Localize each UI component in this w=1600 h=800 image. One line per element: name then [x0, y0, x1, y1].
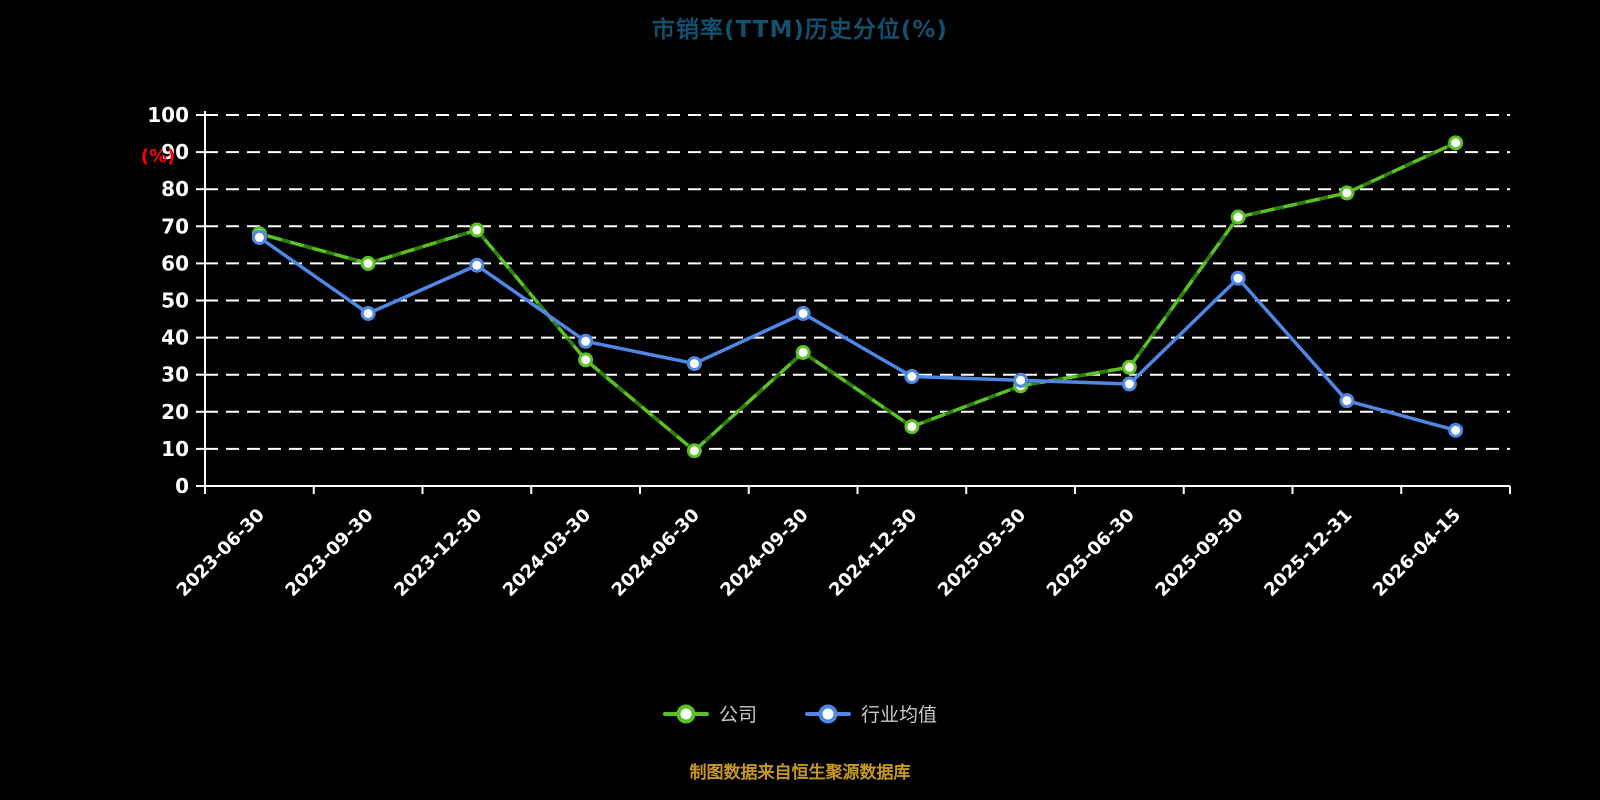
- series-marker: [251, 229, 267, 245]
- y-axis-tick-label: 0: [175, 474, 189, 498]
- series-marker: [686, 443, 702, 459]
- series-line-dash-overlay: [258, 141, 1457, 453]
- series-line: [257, 235, 1458, 433]
- series-marker: [1339, 393, 1355, 409]
- series-marker: [1230, 270, 1246, 286]
- y-axis-tick-label: 60: [161, 251, 189, 275]
- series-marker: [1230, 209, 1246, 225]
- y-axis-unit-label: (%): [141, 146, 176, 167]
- x-axis-tick-label: 2023-06-30: [173, 505, 269, 601]
- legend: 公司 行业均值: [0, 700, 1600, 727]
- legend-marker-company: [662, 704, 709, 723]
- x-axis-tick-label: 2025-06-30: [1043, 505, 1139, 601]
- series-marker: [578, 352, 594, 368]
- series-marker: [1448, 135, 1464, 151]
- series-marker: [1448, 422, 1464, 438]
- series-marker: [469, 222, 485, 238]
- legend-marker-industry-average: [805, 704, 851, 723]
- chart-title: 市销率(TTM)历史分位(%): [652, 17, 948, 43]
- x-axis-tick-label: 2025-03-30: [934, 505, 1030, 601]
- series-marker: [578, 333, 594, 349]
- y-axis-tick-label: 30: [161, 363, 189, 387]
- y-axis-tick-label: 80: [161, 177, 189, 201]
- series-marker: [795, 344, 811, 360]
- series-marker: [1121, 376, 1137, 392]
- y-axis-tick-label: 100: [147, 103, 189, 127]
- series-marker: [1339, 185, 1355, 201]
- y-axis-tick-label: 70: [161, 214, 189, 238]
- x-axis-tick-label: 2024-09-30: [716, 505, 812, 601]
- y-axis-tick-label: 40: [161, 326, 189, 350]
- series-marker: [795, 305, 811, 321]
- y-axis-tick-label: 50: [161, 289, 189, 313]
- series-marker: [1121, 359, 1137, 375]
- y-axis-tick-label: 20: [161, 400, 189, 424]
- series-marker: [469, 257, 485, 273]
- series-marker: [686, 356, 702, 372]
- x-axis-tick-label: 2025-12-31: [1260, 505, 1356, 601]
- series-marker: [904, 369, 920, 385]
- data-source-note: 制图数据来自恒生聚源数据库: [689, 763, 911, 783]
- series-marker: [904, 419, 920, 435]
- x-axis-tick-label: 2024-06-30: [608, 505, 704, 601]
- x-axis-tick-label: 2026-04-15: [1369, 505, 1465, 601]
- x-axis-tick-label: 2023-09-30: [281, 505, 377, 601]
- legend-item-industry-average[interactable]: 行业均值: [805, 700, 937, 727]
- series-marker: [1013, 372, 1029, 388]
- x-axis-tick-label: 2024-03-30: [499, 505, 595, 601]
- series-marker: [360, 255, 376, 271]
- legend-item-company[interactable]: 公司: [662, 700, 757, 727]
- x-axis-tick-label: 2025-09-30: [1151, 505, 1247, 601]
- series-marker: [360, 305, 376, 321]
- legend-label-company: 公司: [718, 704, 757, 726]
- y-axis-tick-label: 90: [161, 140, 189, 164]
- y-axis-tick-label: 10: [161, 437, 189, 461]
- x-axis-tick-label: 2024-12-30: [825, 505, 921, 601]
- x-axis-tick-label: 2023-12-30: [390, 505, 486, 601]
- legend-label-industry-average: 行业均值: [861, 704, 938, 726]
